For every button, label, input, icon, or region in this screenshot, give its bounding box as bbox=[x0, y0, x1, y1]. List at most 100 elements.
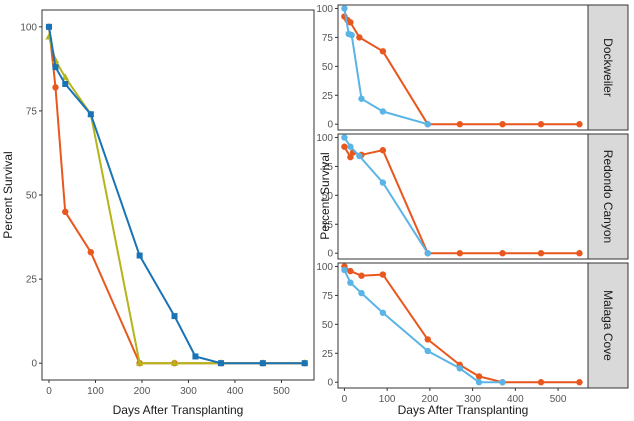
y-tick-label: 0 bbox=[327, 249, 333, 260]
data-point-lightblue bbox=[348, 31, 355, 39]
data-point-orange bbox=[576, 250, 583, 257]
data-point-orange bbox=[341, 143, 348, 150]
data-point-orange bbox=[456, 250, 463, 257]
facet-strip bbox=[587, 133, 629, 260]
facet-strip bbox=[587, 262, 629, 389]
data-point-orange bbox=[379, 48, 387, 55]
data-point-orange bbox=[358, 272, 365, 279]
data-point-lightblue bbox=[379, 108, 387, 115]
panel-3 bbox=[335, 262, 629, 391]
y-tick-label: 0 bbox=[31, 359, 37, 370]
data-point-orange bbox=[424, 336, 431, 343]
data-point-orange bbox=[379, 271, 387, 278]
data-point-lightblue bbox=[379, 309, 387, 316]
data-point-lightblue bbox=[341, 134, 348, 141]
x-tick-label: 300 bbox=[464, 394, 481, 405]
data-point-orange bbox=[537, 121, 545, 128]
data-point-blue bbox=[259, 360, 266, 367]
data-point-orange bbox=[499, 250, 506, 257]
series-line-lightblue bbox=[343, 269, 503, 384]
data-point-blue bbox=[45, 23, 52, 30]
facet-strip-label: Malaga Cove bbox=[601, 290, 615, 361]
y-tick-label: 25 bbox=[322, 91, 334, 102]
x-tick-label: 0 bbox=[342, 394, 348, 405]
panel-2 bbox=[335, 133, 629, 260]
series-line-orange bbox=[343, 265, 580, 384]
x-tick-label: 0 bbox=[46, 386, 52, 397]
y-tick-label: 50 bbox=[322, 191, 334, 202]
series-line-orange bbox=[48, 26, 305, 365]
x-axis-label: Days After Transplanting bbox=[113, 403, 244, 417]
y-tick-label: 75 bbox=[322, 162, 334, 173]
data-point-orange bbox=[475, 373, 483, 380]
x-tick-label: 100 bbox=[379, 394, 396, 405]
data-point-blue bbox=[192, 353, 199, 360]
y-tick-label: 100 bbox=[20, 22, 37, 33]
x-tick-label: 500 bbox=[273, 386, 290, 397]
y-tick-label: 100 bbox=[316, 262, 333, 273]
y-tick-label: 75 bbox=[26, 106, 38, 117]
data-point-blue bbox=[62, 81, 69, 87]
data-point-orange bbox=[347, 267, 354, 275]
data-point-lightblue bbox=[475, 379, 483, 386]
y-tick-label: 75 bbox=[322, 291, 334, 302]
panel-1 bbox=[335, 4, 629, 131]
y-tick-label: 75 bbox=[322, 33, 334, 44]
data-point-orange bbox=[537, 250, 545, 257]
data-point-orange bbox=[52, 84, 59, 91]
data-point-lightblue bbox=[379, 179, 387, 186]
data-point-orange bbox=[87, 248, 95, 256]
data-point-orange bbox=[356, 34, 363, 41]
data-point-lightblue bbox=[358, 289, 365, 297]
x-tick-label: 200 bbox=[134, 386, 151, 397]
y-axis-label: Percent Survival bbox=[318, 152, 332, 239]
y-tick-label: 25 bbox=[322, 220, 334, 231]
facet-strip-label: Redondo Canyon bbox=[601, 150, 615, 243]
data-point-lightblue bbox=[424, 250, 431, 257]
x-tick-label: 300 bbox=[180, 386, 197, 397]
data-point-lightblue bbox=[424, 121, 431, 128]
facet-strip bbox=[587, 4, 629, 131]
panel-border bbox=[337, 262, 589, 389]
data-point-orange bbox=[347, 19, 354, 26]
data-point-olive bbox=[170, 359, 179, 366]
data-point-olive bbox=[61, 73, 69, 80]
y-tick-label: 50 bbox=[322, 62, 334, 73]
x-tick-label: 400 bbox=[507, 394, 524, 405]
data-point-lightblue bbox=[341, 5, 348, 12]
y-tick-label: 100 bbox=[316, 4, 333, 15]
facet-strip-label: Dockweiler bbox=[601, 38, 615, 97]
data-point-orange bbox=[456, 121, 463, 128]
y-axis-label: Percent Survival bbox=[1, 151, 15, 238]
x-tick-label: 400 bbox=[227, 386, 244, 397]
data-point-lightblue bbox=[358, 95, 365, 102]
data-point-lightblue bbox=[347, 279, 354, 286]
data-point-blue bbox=[218, 360, 225, 367]
data-point-lightblue bbox=[424, 347, 431, 355]
data-point-lightblue bbox=[341, 266, 348, 274]
data-point-lightblue bbox=[499, 379, 506, 386]
panel-0 bbox=[39, 9, 315, 383]
panel-border bbox=[337, 4, 589, 131]
x-axis-label: Days After Transplanting bbox=[398, 403, 529, 417]
data-point-blue bbox=[87, 111, 94, 118]
data-point-olive bbox=[136, 359, 144, 366]
data-point-lightblue bbox=[456, 365, 463, 372]
data-point-orange bbox=[499, 121, 506, 128]
data-point-orange bbox=[537, 379, 545, 386]
y-tick-label: 50 bbox=[26, 191, 38, 202]
x-tick-label: 500 bbox=[550, 394, 567, 405]
data-point-lightblue bbox=[356, 152, 363, 160]
data-point-blue bbox=[301, 360, 308, 367]
y-tick-label: 0 bbox=[327, 378, 333, 389]
series-line-orange bbox=[343, 15, 580, 126]
data-point-lightblue bbox=[347, 143, 354, 150]
data-point-blue bbox=[52, 64, 59, 71]
data-point-orange bbox=[576, 379, 583, 386]
series-line-orange bbox=[343, 146, 580, 255]
series-line-lightblue bbox=[343, 8, 428, 126]
data-point-orange bbox=[62, 208, 69, 216]
y-tick-label: 100 bbox=[316, 133, 333, 144]
y-tick-label: 25 bbox=[26, 275, 38, 286]
